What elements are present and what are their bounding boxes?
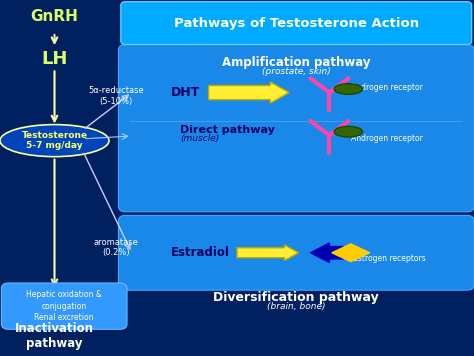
FancyArrow shape	[209, 82, 289, 103]
FancyBboxPatch shape	[118, 215, 474, 290]
Text: Estradiol: Estradiol	[171, 246, 229, 259]
FancyBboxPatch shape	[1, 283, 127, 329]
Text: Androgen receptor: Androgen receptor	[351, 134, 423, 143]
Text: (muscle): (muscle)	[180, 134, 219, 143]
Ellipse shape	[0, 125, 109, 157]
FancyBboxPatch shape	[118, 44, 474, 212]
Text: LH: LH	[41, 50, 68, 68]
Text: Estrogen receptors: Estrogen receptors	[353, 253, 426, 263]
Text: DHT: DHT	[171, 86, 200, 99]
Text: 5α-reductase
(5-10%): 5α-reductase (5-10%)	[88, 87, 144, 106]
Ellipse shape	[334, 84, 363, 94]
Text: Direct pathway: Direct pathway	[180, 125, 275, 135]
Text: Diversification pathway: Diversification pathway	[213, 291, 379, 304]
Text: GnRH: GnRH	[30, 9, 79, 23]
Text: Hepatic oxidation &
conjugation
Renal excretion: Hepatic oxidation & conjugation Renal ex…	[26, 290, 102, 323]
Text: Pathways of Testosterone Action: Pathways of Testosterone Action	[173, 17, 419, 30]
Text: Inactivation
pathway: Inactivation pathway	[15, 323, 94, 350]
Polygon shape	[332, 244, 370, 262]
Text: aromatase
(0.2%): aromatase (0.2%)	[94, 238, 138, 257]
Text: Amplification pathway: Amplification pathway	[222, 56, 371, 69]
Text: Testosterone
5-7 mg/day: Testosterone 5-7 mg/day	[21, 131, 88, 150]
Ellipse shape	[334, 126, 363, 137]
Text: Androgen receptor: Androgen receptor	[351, 83, 423, 92]
FancyArrow shape	[310, 243, 344, 263]
Text: (prostate, skin): (prostate, skin)	[262, 67, 331, 77]
FancyBboxPatch shape	[121, 2, 472, 44]
Text: (brain, bone): (brain, bone)	[267, 302, 326, 312]
FancyArrow shape	[237, 245, 299, 261]
